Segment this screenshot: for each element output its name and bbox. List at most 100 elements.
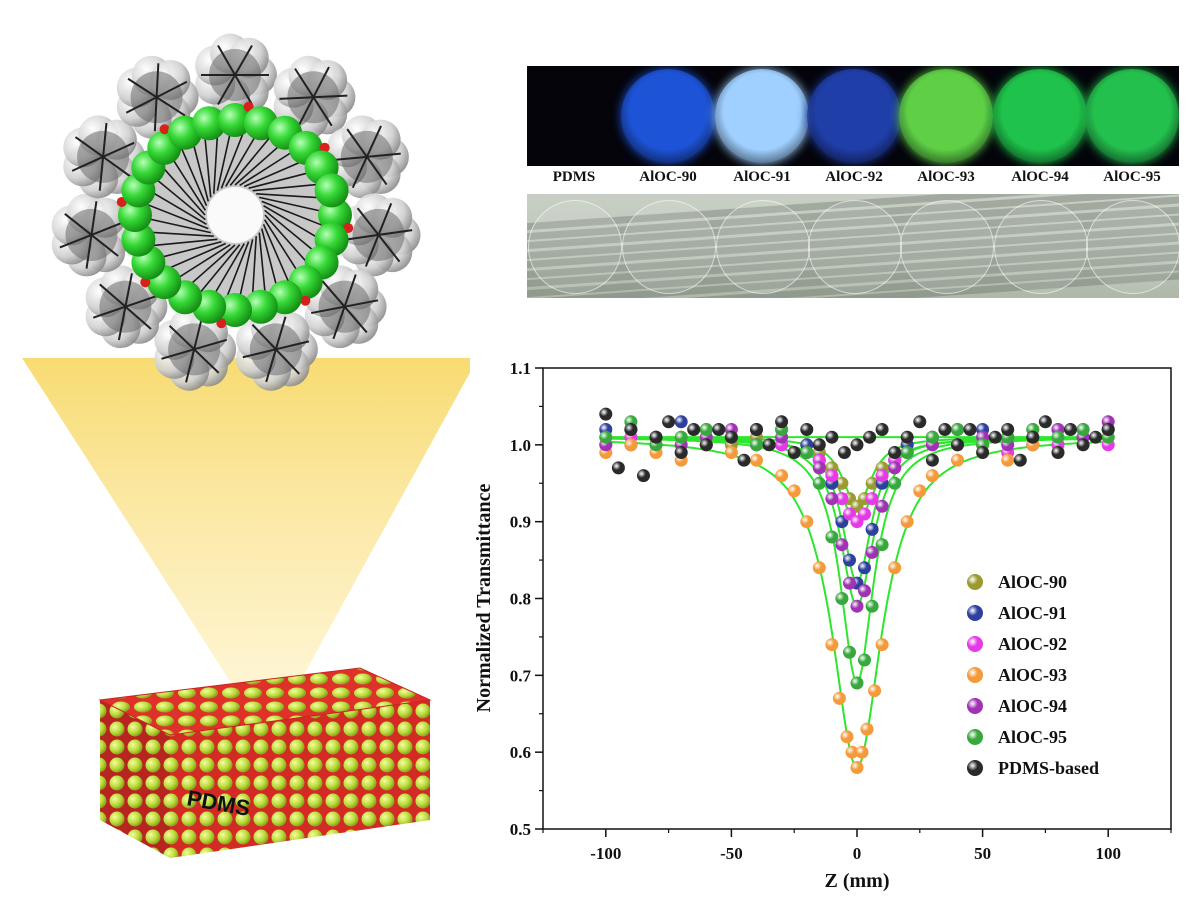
data-point — [624, 438, 638, 452]
data-point — [674, 430, 688, 444]
film-disc — [994, 200, 1088, 294]
data-points — [599, 407, 1115, 774]
data-point — [850, 438, 864, 452]
data-point — [845, 745, 859, 759]
legend-marker — [967, 667, 983, 683]
data-point — [762, 438, 776, 452]
data-point — [865, 492, 879, 506]
data-point — [1101, 423, 1115, 436]
data-point — [875, 499, 889, 513]
series-pdms-based — [599, 407, 1115, 483]
data-point — [624, 423, 638, 436]
data-point — [850, 676, 864, 690]
data-point — [1076, 423, 1090, 436]
data-point — [837, 446, 851, 459]
data-point — [843, 576, 856, 590]
data-point — [951, 438, 964, 452]
sample-disc — [807, 69, 901, 163]
light-cone — [22, 358, 470, 740]
x-tick-label: -100 — [590, 844, 621, 863]
data-point — [835, 476, 849, 490]
data-point — [888, 461, 902, 475]
legend-item: AlOC-92 — [967, 634, 1067, 654]
legend-label: AlOC-90 — [998, 572, 1067, 592]
sample-disc — [993, 69, 1087, 163]
data-point — [865, 599, 879, 613]
legend-marker — [967, 636, 983, 652]
data-point — [835, 592, 849, 605]
data-point — [860, 722, 874, 736]
ligand-lobe — [273, 55, 356, 139]
sample-disc — [621, 69, 715, 163]
legend-label: AlOC-95 — [998, 727, 1067, 747]
film-disc — [808, 200, 902, 294]
data-point — [875, 538, 889, 552]
pdms-block: PDMS — [98, 667, 432, 858]
sample-disc — [715, 69, 809, 163]
data-point — [649, 430, 663, 444]
data-point — [865, 476, 879, 490]
sample-disc — [899, 69, 993, 163]
ligand-lobe — [338, 193, 421, 277]
transparency-photo — [527, 194, 1179, 298]
y-axis: 0.5 0.6 0.7 0.8 0.9 1.0 1.1 — [510, 359, 543, 839]
x-tick-label: 0 — [853, 844, 862, 863]
data-point — [855, 745, 869, 759]
data-point — [1038, 415, 1052, 429]
legend-item: AlOC-91 — [967, 603, 1067, 623]
data-point — [925, 453, 939, 467]
inner-framework — [140, 120, 330, 310]
data-point — [787, 484, 801, 498]
sample-label-aloc-91: AlOC-91 — [733, 169, 791, 185]
ligand-lobe — [327, 115, 409, 199]
data-point — [775, 469, 789, 483]
sample-label-aloc-90: AlOC-90 — [639, 169, 697, 185]
legend-item: AlOC-93 — [967, 665, 1067, 685]
data-point — [800, 423, 814, 436]
legend: AlOC-90 AlOC-91 AlOC-92 AlOC-93 AlOC-94 AlOC-… — [967, 572, 1099, 778]
data-point — [875, 638, 889, 652]
data-point — [863, 430, 877, 444]
data-point — [875, 469, 889, 483]
y-axis-label: Normalized Transmittance — [473, 484, 495, 713]
data-point — [750, 423, 763, 436]
film-disc — [716, 200, 810, 294]
sample-label-pdms: PDMS — [552, 169, 596, 185]
x-axis: -100 -50 0 50 100 — [542, 829, 1172, 863]
ligand-lobe — [154, 307, 237, 391]
ligand-lobe — [195, 33, 277, 117]
series-aloc-93 — [599, 430, 1115, 774]
data-point — [1026, 430, 1040, 444]
data-point — [843, 645, 856, 659]
sample-label-aloc-95: AlOC-95 — [1103, 169, 1161, 185]
data-point — [865, 545, 879, 559]
data-point — [800, 515, 814, 529]
data-point — [775, 415, 789, 429]
data-point — [825, 492, 839, 506]
legend-marker — [967, 574, 983, 590]
legend-label: AlOC-91 — [998, 603, 1067, 623]
data-point — [858, 507, 871, 521]
legend-label: PDMS-based — [998, 758, 1099, 778]
data-point — [1051, 446, 1065, 459]
y-tick-label: 0.9 — [510, 513, 531, 532]
y-tick-label: 0.5 — [510, 820, 531, 839]
data-point — [875, 423, 889, 436]
data-point — [865, 522, 879, 536]
sample-label-aloc-92: AlOC-92 — [825, 169, 883, 185]
legend-marker — [967, 729, 983, 745]
data-point — [850, 761, 864, 774]
x-tick-label: -50 — [720, 844, 743, 863]
data-point — [900, 430, 914, 444]
x-axis-label: Z (mm) — [825, 870, 890, 892]
data-point — [951, 453, 964, 467]
data-point — [850, 599, 864, 613]
data-point — [888, 561, 902, 575]
data-point — [900, 446, 914, 459]
y-tick-label: 1.1 — [510, 359, 531, 378]
legend-label: AlOC-92 — [998, 634, 1067, 654]
film-disc — [1086, 200, 1179, 294]
data-point — [976, 446, 990, 459]
data-point — [699, 423, 713, 436]
data-point — [988, 430, 1002, 444]
